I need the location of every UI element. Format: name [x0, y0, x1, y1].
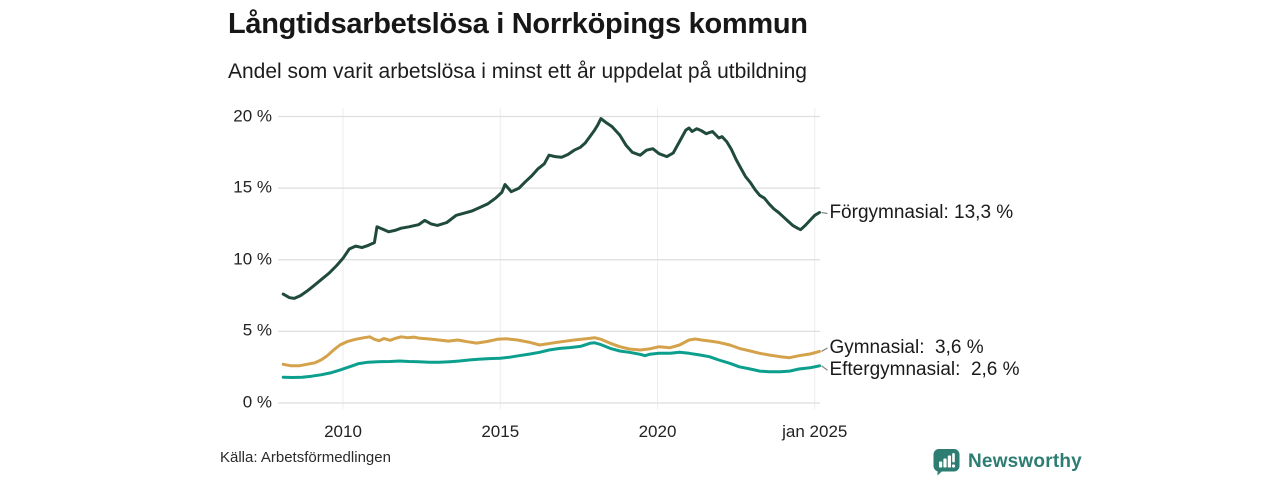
series-line-gymnasial [281, 335, 821, 368]
series-end-label-forgymnasial: Förgymnasial: 13,3 % [829, 202, 1014, 224]
page-subtitle: Andel som varit arbetslösa i minst ett å… [228, 60, 807, 83]
series-line-eftergymnasial [281, 341, 821, 379]
y-axis-tick-label: 20 % [233, 106, 272, 126]
brand-name: Newsworthy [968, 451, 1082, 472]
source-note: Källa: Arbetsförmedlingen [220, 449, 391, 466]
brand-logo: Newsworthy [933, 448, 1082, 476]
series-end-label-gymnasial: Gymnasial: 3,6 % [829, 336, 984, 358]
x-axis-tick-label: 2010 [324, 422, 362, 441]
y-axis-tick-label: 10 % [233, 249, 272, 269]
y-axis-tick-label: 15 % [233, 177, 272, 197]
y-axis-tick-label: 0 % [242, 392, 272, 412]
series-line-forgymnasial [281, 117, 821, 300]
label-connector-gymnasial [821, 347, 828, 352]
newsworthy-logo-icon [933, 449, 960, 476]
y-axis-tick-label: 5 % [242, 320, 272, 340]
x-axis-tick-label: 2015 [481, 422, 520, 441]
x-axis-tick-label: jan 2025 [782, 422, 848, 441]
series-end-label-eftergymnasial: Eftergymnasial: 2,6 % [829, 359, 1020, 381]
x-axis-tick-label: 2020 [638, 422, 677, 441]
page-title: Långtidsarbetslösa i Norrköpings kommun [228, 8, 808, 40]
label-connector-eftergymnasial [821, 365, 828, 371]
label-connector-forgymnasial [821, 211, 828, 215]
